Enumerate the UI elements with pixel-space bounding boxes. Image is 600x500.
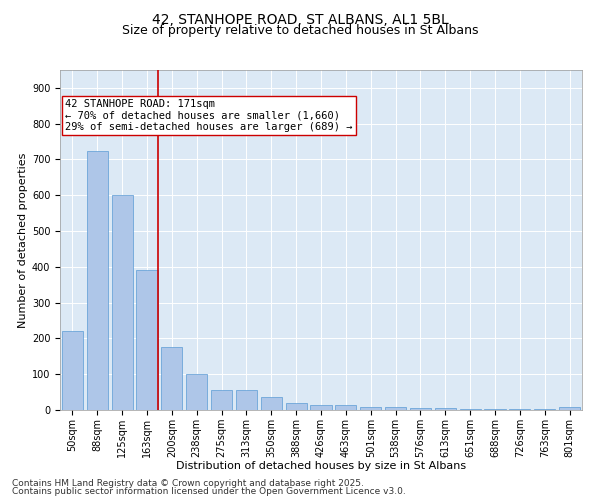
- Bar: [410, 408, 431, 410]
- Bar: [310, 404, 332, 410]
- Bar: [87, 150, 108, 410]
- Text: Contains public sector information licensed under the Open Government Licence v3: Contains public sector information licen…: [12, 487, 406, 496]
- Bar: [460, 409, 481, 410]
- Bar: [62, 332, 83, 410]
- Bar: [385, 407, 406, 410]
- X-axis label: Distribution of detached houses by size in St Albans: Distribution of detached houses by size …: [176, 462, 466, 471]
- Bar: [435, 408, 456, 410]
- Bar: [559, 407, 580, 410]
- Y-axis label: Number of detached properties: Number of detached properties: [17, 152, 28, 328]
- Bar: [186, 374, 207, 410]
- Bar: [112, 196, 133, 410]
- Bar: [211, 390, 232, 410]
- Bar: [360, 407, 381, 410]
- Bar: [261, 398, 282, 410]
- Bar: [484, 409, 506, 410]
- Text: 42 STANHOPE ROAD: 171sqm
← 70% of detached houses are smaller (1,660)
29% of sem: 42 STANHOPE ROAD: 171sqm ← 70% of detach…: [65, 98, 352, 132]
- Bar: [161, 348, 182, 410]
- Bar: [236, 390, 257, 410]
- Text: Size of property relative to detached houses in St Albans: Size of property relative to detached ho…: [122, 24, 478, 37]
- Bar: [136, 270, 158, 410]
- Bar: [286, 403, 307, 410]
- Text: 42, STANHOPE ROAD, ST ALBANS, AL1 5BL: 42, STANHOPE ROAD, ST ALBANS, AL1 5BL: [152, 12, 448, 26]
- Text: Contains HM Land Registry data © Crown copyright and database right 2025.: Contains HM Land Registry data © Crown c…: [12, 478, 364, 488]
- Bar: [534, 409, 555, 410]
- Bar: [335, 404, 356, 410]
- Bar: [509, 409, 530, 410]
